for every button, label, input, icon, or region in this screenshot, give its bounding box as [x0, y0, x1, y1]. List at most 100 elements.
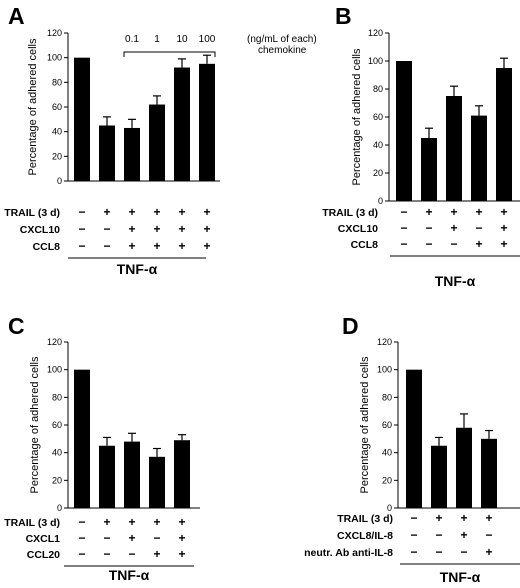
bar	[471, 115, 487, 201]
concentration-label: 10	[176, 34, 188, 45]
condition-sign: −	[78, 239, 85, 253]
panel-d: D Percentage of adhered cells 0 20 40 60 80 100…	[304, 313, 520, 585]
condition-sign: −	[153, 531, 160, 545]
panel-b: B Percentage of adhered cells 0 20 40 60 80 100…	[322, 3, 520, 289]
concentration-label: 0.1	[125, 34, 139, 45]
condition-sign: −	[435, 528, 442, 542]
y-tick-label: 120	[377, 337, 392, 347]
condition-sign: +	[128, 239, 135, 253]
bar	[99, 445, 115, 508]
y-axis-label: Percentage of adhered cells	[359, 356, 371, 493]
y-tick-label: 0	[387, 503, 392, 513]
condition-sign: +	[178, 531, 185, 545]
condition-sign: +	[103, 515, 110, 529]
condition-label: CXCL10	[338, 223, 378, 235]
y-tick-label: 60	[52, 102, 62, 112]
condition-sign: +	[500, 237, 507, 251]
condition-sign: +	[128, 205, 135, 219]
y-tick-label: 100	[47, 365, 62, 375]
bar	[406, 369, 422, 508]
y-axis-label: Percentage of adhered cells	[27, 38, 39, 175]
condition-sign: +	[485, 545, 492, 559]
condition-sign: −	[78, 515, 85, 529]
y-tick-label: 80	[52, 392, 62, 402]
y-tick-label: 120	[47, 337, 62, 347]
group-label: TNF-α	[435, 273, 476, 289]
condition-label: TRAIL (3 d)	[4, 517, 60, 529]
bar	[99, 125, 115, 181]
y-tick-label: 0	[378, 196, 383, 206]
y-tick-label: 100	[377, 365, 392, 375]
condition-sign: −	[78, 222, 85, 236]
group-label: TNF-α	[109, 567, 150, 583]
condition-sign: −	[400, 237, 407, 251]
bar	[446, 96, 462, 201]
y-tick-label: 80	[382, 392, 392, 402]
condition-label: TRAIL (3 d)	[322, 207, 378, 219]
condition-sign: +	[153, 239, 160, 253]
condition-sign: +	[178, 515, 185, 529]
condition-sign: −	[435, 545, 442, 559]
condition-label: CXCL1	[26, 533, 61, 545]
bar	[396, 61, 412, 201]
y-tick-label: 0	[57, 176, 62, 186]
concentration-note: chemokine	[258, 45, 307, 56]
condition-sign: +	[153, 205, 160, 219]
bar	[496, 68, 512, 201]
condition-label: CXCL8/IL-8	[337, 530, 393, 542]
condition-sign: −	[78, 205, 85, 219]
y-tick-label: 80	[373, 84, 383, 94]
condition-sign: −	[400, 221, 407, 235]
condition-sign: +	[128, 222, 135, 236]
condition-sign: +	[103, 205, 110, 219]
panel-letter: D	[342, 313, 359, 339]
condition-sign: +	[128, 515, 135, 529]
condition-label: TRAIL (3 d)	[4, 207, 60, 219]
condition-sign: +	[178, 205, 185, 219]
y-tick-label: 40	[52, 127, 62, 137]
y-tick-label: 100	[47, 53, 62, 63]
bar	[456, 427, 472, 508]
condition-sign: +	[153, 222, 160, 236]
condition-sign: +	[460, 511, 467, 525]
condition-label: TRAIL (3 d)	[337, 513, 393, 525]
y-axis-label: Percentage of adhered cells	[351, 48, 363, 185]
condition-sign: −	[103, 222, 110, 236]
condition-sign: −	[128, 547, 135, 561]
y-tick-label: 20	[373, 168, 383, 178]
condition-sign: −	[78, 547, 85, 561]
bar	[481, 438, 497, 508]
condition-sign: +	[425, 205, 432, 219]
bar	[431, 445, 447, 508]
condition-sign: +	[153, 547, 160, 561]
condition-sign: +	[435, 511, 442, 525]
panel-letter: C	[8, 313, 25, 339]
condition-label: CCL8	[33, 241, 61, 253]
bar	[199, 63, 215, 182]
panel-c: C Percentage of adhered cells 0 20 40 60 80 100…	[4, 313, 200, 583]
condition-sign: +	[475, 205, 482, 219]
panel-letter: A	[8, 3, 25, 29]
y-tick-label: 20	[382, 475, 392, 485]
condition-sign: −	[103, 239, 110, 253]
condition-sign: −	[450, 237, 457, 251]
y-tick-label: 40	[382, 448, 392, 458]
condition-sign: +	[450, 205, 457, 219]
y-tick-label: 20	[52, 475, 62, 485]
condition-label: neutr. Ab anti-IL-8	[304, 547, 393, 559]
concentration-note: (ng/mL of each)	[247, 34, 317, 45]
y-tick-label: 20	[52, 151, 62, 161]
condition-sign: +	[153, 515, 160, 529]
y-tick-label: 120	[368, 28, 383, 38]
concentration-label: 1	[154, 34, 160, 45]
condition-sign: −	[425, 237, 432, 251]
condition-sign: −	[475, 221, 482, 235]
condition-sign: −	[425, 221, 432, 235]
panel-letter: B	[335, 3, 352, 29]
y-tick-label: 60	[373, 112, 383, 122]
y-tick-label: 0	[57, 503, 62, 513]
condition-sign: −	[410, 511, 417, 525]
y-tick-label: 80	[52, 77, 62, 87]
bar	[124, 127, 140, 181]
